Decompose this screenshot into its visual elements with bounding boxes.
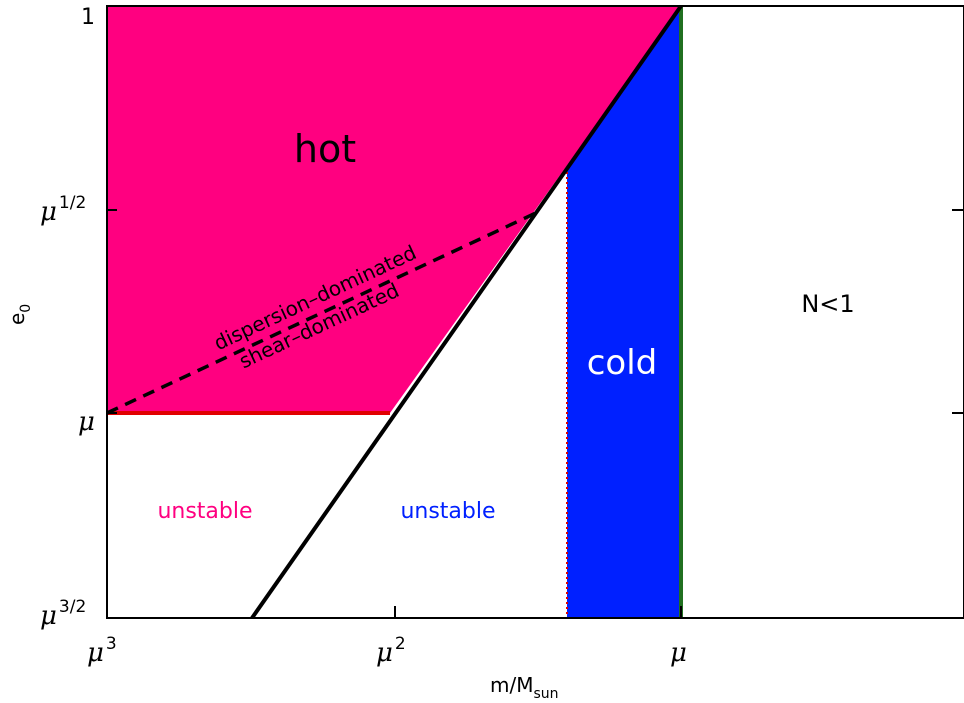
n-lt-1-label: N<1 [801, 290, 854, 318]
cold-region [567, 6, 681, 618]
axes-frame [106, 5, 964, 619]
diagonal-boundary [250, 4, 683, 620]
x-tick-label-mu: μ [670, 638, 687, 668]
x-axis-label: m/Msun [490, 673, 559, 702]
y-tick-label-mu: μ [78, 407, 95, 437]
y-tick-label-mu-half: μ 1/2 [40, 193, 86, 227]
unstable-right-label: unstable [400, 499, 495, 524]
y-tick-label-1: 1 [81, 5, 95, 30]
y-axis-label: e0 [5, 304, 34, 325]
cold-label: cold [587, 343, 658, 383]
hot-region [107, 6, 681, 413]
unstable-left-label: unstable [157, 499, 252, 524]
hot-label: hot [294, 127, 356, 171]
y-tick-label-mu-three-halves: μ 3/2 [40, 597, 86, 631]
